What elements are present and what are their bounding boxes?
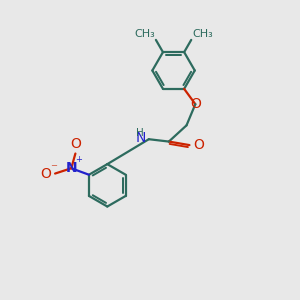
- Text: N: N: [136, 131, 146, 145]
- Text: O: O: [193, 138, 204, 152]
- Text: O: O: [190, 98, 201, 112]
- Text: N: N: [65, 161, 77, 175]
- Text: O: O: [41, 167, 52, 181]
- Text: +: +: [75, 154, 82, 164]
- Text: O: O: [70, 136, 81, 151]
- Text: H: H: [136, 128, 143, 138]
- Text: CH₃: CH₃: [134, 29, 155, 39]
- Text: ⁻: ⁻: [50, 162, 57, 175]
- Text: CH₃: CH₃: [192, 29, 213, 39]
